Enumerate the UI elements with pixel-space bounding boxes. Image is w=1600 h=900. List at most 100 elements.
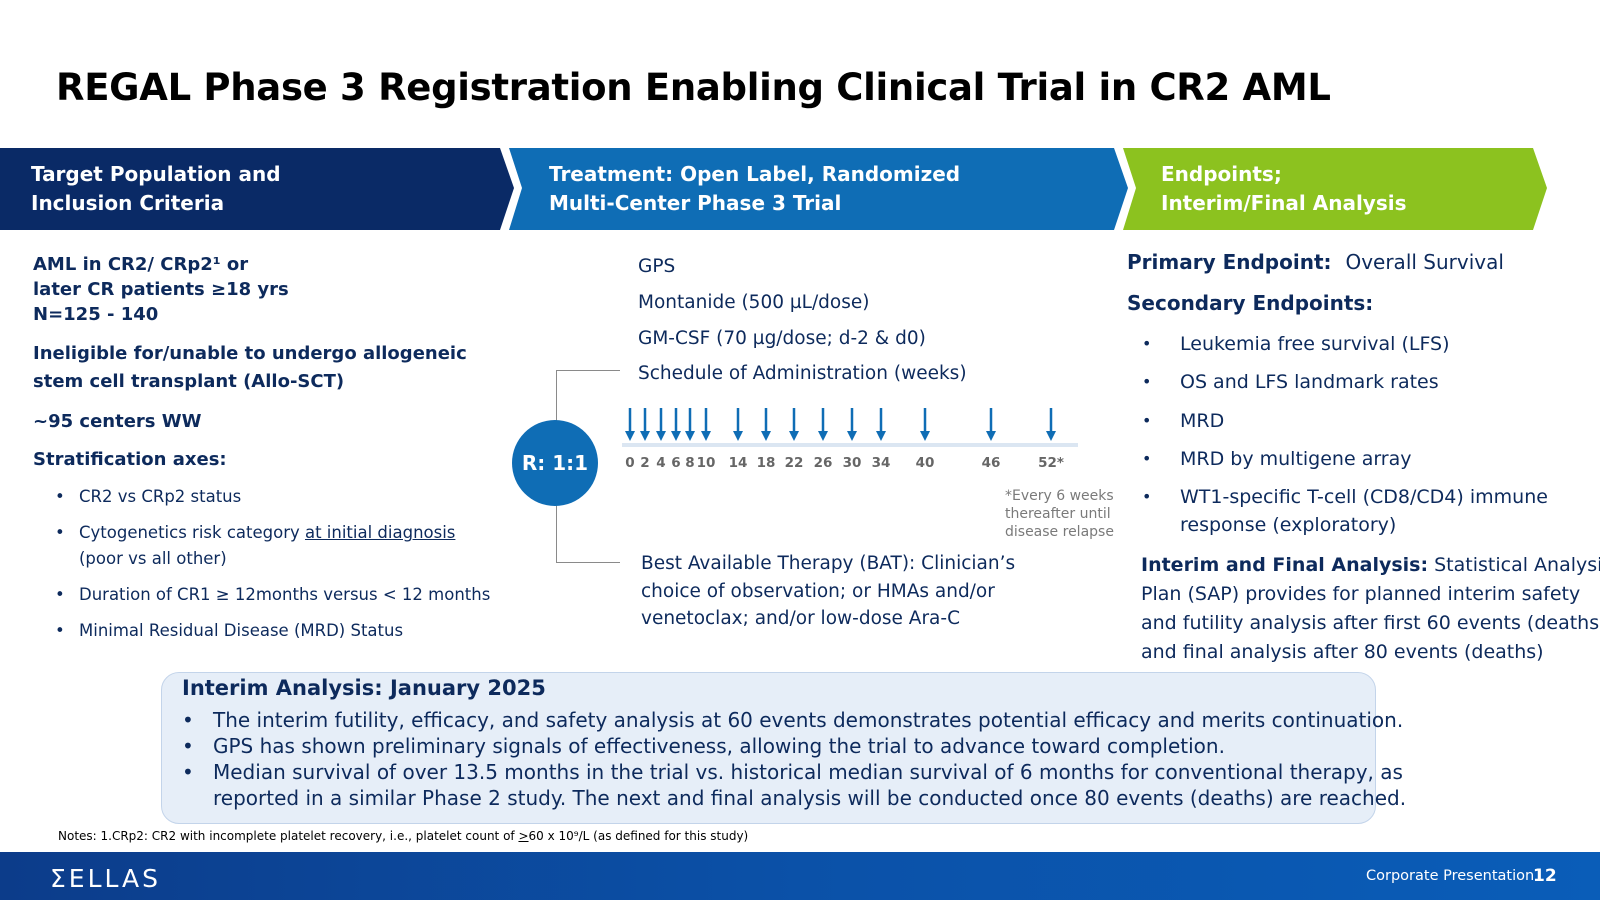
chevron-treatment <box>509 148 1128 230</box>
bullet-icon: • <box>182 760 194 784</box>
week-label: 30 <box>843 455 862 471</box>
secondary-item-2: • OS and LFS landmark rates <box>1142 368 1439 396</box>
strat-item-2-line2: (poor vs all other) <box>79 549 227 568</box>
week-label: 6 <box>671 455 680 471</box>
population-header-line1: Target Population and <box>31 162 281 186</box>
dose-arrow-head <box>701 431 711 441</box>
secondary-item-1-label: Leukemia free survival (LFS) <box>1180 333 1450 355</box>
interim-analysis-box <box>161 672 1376 824</box>
schedule-footnote-line2: thereafter until <box>1005 506 1111 522</box>
bullet-icon: • <box>55 585 65 604</box>
population-criteria: AML in CR2/ CRp2¹ or later CR patients ≥… <box>33 252 289 327</box>
treatment-header: Treatment: Open Label, Randomized Multi-… <box>549 160 960 218</box>
week-label: 22 <box>785 455 804 471</box>
schedule-footnote-line3: disease relapse <box>1005 524 1114 540</box>
bat-line1: Best Available Therapy (BAT): Clinician’… <box>641 553 1016 574</box>
criteria-line3: N=125 - 140 <box>33 304 159 325</box>
week-label: 52* <box>1038 455 1064 471</box>
week-label: 34 <box>872 455 891 471</box>
interim-final-line3: and futility analysis after first 60 eve… <box>1141 612 1600 634</box>
dose-arrow-head <box>789 431 799 441</box>
bullet-icon: • <box>182 734 194 758</box>
dose-arrow-head <box>876 431 886 441</box>
week-label: 10 <box>697 455 716 471</box>
strat-item-4: • Minimal Residual Disease (MRD) Status <box>55 618 403 644</box>
endpoints-header-line1: Endpoints; <box>1161 162 1282 186</box>
strat-item-3: • Duration of CR1 ≥ 12months versus < 12… <box>55 582 491 608</box>
schedule-timeline: 0 2 4 6 8 10 14 18 22 26 30 34 40 46 52* <box>622 408 1078 471</box>
secondary-item-3-label: MRD <box>1180 410 1225 432</box>
footnote-underlined: > <box>518 829 529 843</box>
footnote-post: 60 x 10⁹/L (as defined for this study) <box>528 829 749 843</box>
endpoints-header: Endpoints; Interim/Final Analysis <box>1161 160 1407 218</box>
timeline-axis <box>622 443 1078 447</box>
secondary-item-4-label: MRD by multigene array <box>1180 448 1412 470</box>
secondary-item-5-label: WT1-specific T-cell (CD8/CD4) immune <box>1180 486 1548 508</box>
secondary-item-2-label: OS and LFS landmark rates <box>1180 371 1439 393</box>
secondary-item-3: • MRD <box>1142 407 1225 435</box>
stratification-title: Stratification axes: <box>33 449 227 470</box>
week-label: 0 <box>625 455 634 471</box>
interim-final-analysis: Interim and Final Analysis: Statistical … <box>1141 551 1600 667</box>
secondary-item-5-line2: response (exploratory) <box>1180 514 1397 536</box>
week-label: 2 <box>640 455 649 471</box>
strat-item-3-label: Duration of CR1 ≥ 12months versus < 12 m… <box>79 585 491 604</box>
secondary-item-4: • MRD by multigene array <box>1142 445 1412 473</box>
page-number: 12 <box>1533 866 1557 886</box>
bat-line2: choice of observation; or HMAs and/or <box>641 580 995 602</box>
page-title: REGAL Phase 3 Registration Enabling Clin… <box>56 66 1331 109</box>
chevron-population <box>0 148 514 230</box>
randomization-circle: R: 1:1 <box>512 420 598 506</box>
interim-final-line2: Plan (SAP) provides for planned interim … <box>1141 583 1581 605</box>
bullet-icon: • <box>1142 334 1152 353</box>
criteria-line2: later CR patients ≥18 yrs <box>33 279 289 300</box>
primary-endpoint-value: Overall Survival <box>1345 250 1504 274</box>
strat-item-1: • CR2 vs CRp2 status <box>55 484 242 510</box>
treatment-header-line2: Multi-Center Phase 3 Trial <box>549 191 842 215</box>
dose-arrow-head <box>761 431 771 441</box>
bullet-icon: • <box>55 523 65 542</box>
interim-final-line1: Statistical Analysis <box>1428 554 1600 576</box>
header-chevron-band <box>0 148 1547 230</box>
primary-endpoint-label: Primary Endpoint: <box>1127 250 1332 274</box>
interim-bullet-3-line2: reported in a similar Phase 2 study. The… <box>213 786 1407 810</box>
interim-bullet-3: • Median survival of over 13.5 months in… <box>182 759 1407 811</box>
interim-final-label: Interim and Final Analysis: <box>1141 554 1429 576</box>
dose-arrow-head <box>656 431 666 441</box>
chevron-endpoints <box>1123 148 1547 230</box>
secondary-item-5: • WT1-specific T-cell (CD8/CD4) immune r… <box>1142 483 1548 539</box>
footnote: Notes: 1.CRp2: CR2 with incomplete plate… <box>58 829 748 843</box>
bullet-icon: • <box>1142 372 1152 391</box>
endpoints-header-line2: Interim/Final Analysis <box>1161 191 1407 215</box>
week-label: 14 <box>729 455 748 471</box>
dose-arrow-head <box>847 431 857 441</box>
bracket-top-arm <box>556 370 620 371</box>
strat-item-1-label: CR2 vs CRp2 status <box>79 487 242 506</box>
primary-endpoint: Primary Endpoint: Overall Survival <box>1127 250 1504 274</box>
interim-bullet-2: • GPS has shown preliminary signals of e… <box>182 733 1225 759</box>
strat-item-2: • Cytogenetics risk category at initial … <box>55 520 456 572</box>
treatment-arm-gps: GPS <box>638 256 676 277</box>
bullet-icon: • <box>1142 487 1152 506</box>
bullet-icon: • <box>1142 449 1152 468</box>
interim-final-line4: and final analysis after 80 events (deat… <box>1141 641 1544 663</box>
dose-arrow-head <box>986 431 996 441</box>
footer-label: Corporate Presentation <box>1366 868 1535 884</box>
treatment-header-line1: Treatment: Open Label, Randomized <box>549 162 961 186</box>
footnote-pre: Notes: 1.CRp2: CR2 with incomplete plate… <box>58 829 519 843</box>
interim-bullet-3-label: Median survival of over 13.5 months in t… <box>213 760 1403 784</box>
interim-bullet-1-label: The interim futility, efficacy, and safe… <box>213 708 1404 732</box>
population-header: Target Population and Inclusion Criteria <box>31 160 281 218</box>
strat-item-2-underlined: at initial diagnosis <box>304 523 456 542</box>
treatment-arm-montanide: Montanide (500 µL/dose) <box>638 292 870 313</box>
strat-item-2-label: Cytogenetics risk category <box>79 523 305 542</box>
dose-arrow-head <box>640 431 650 441</box>
secondary-endpoints-title: Secondary Endpoints: <box>1127 291 1374 315</box>
dose-arrow-head <box>1046 431 1056 441</box>
week-label: 40 <box>916 455 935 471</box>
bracket-bottom-arm <box>556 562 620 563</box>
dose-arrow-head <box>733 431 743 441</box>
footer-bar <box>0 852 1600 900</box>
treatment-arm-gmcsf: GM-CSF (70 µg/dose; d-2 & d0) <box>638 328 926 349</box>
bullet-icon: • <box>55 487 65 506</box>
